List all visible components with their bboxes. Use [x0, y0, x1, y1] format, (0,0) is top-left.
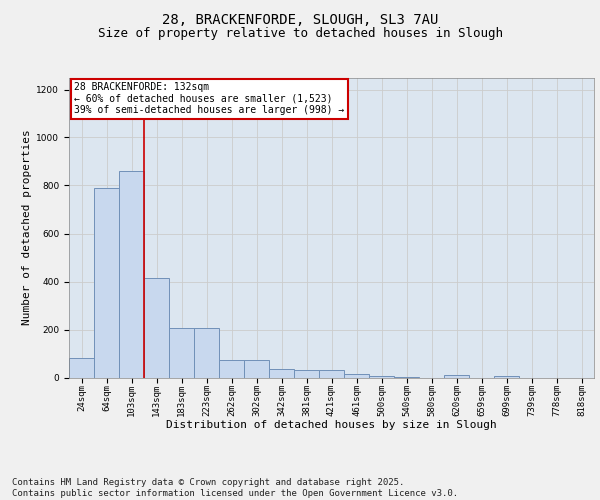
Text: 28 BRACKENFORDE: 132sqm
← 60% of detached houses are smaller (1,523)
39% of semi: 28 BRACKENFORDE: 132sqm ← 60% of detache… — [74, 82, 344, 115]
Text: Contains HM Land Registry data © Crown copyright and database right 2025.
Contai: Contains HM Land Registry data © Crown c… — [12, 478, 458, 498]
Bar — [219, 360, 244, 378]
Y-axis label: Number of detached properties: Number of detached properties — [22, 130, 32, 326]
Text: 28, BRACKENFORDE, SLOUGH, SL3 7AU: 28, BRACKENFORDE, SLOUGH, SL3 7AU — [162, 12, 438, 26]
Bar — [319, 370, 344, 378]
Bar — [244, 360, 269, 378]
Bar — [294, 370, 319, 378]
Bar — [144, 278, 169, 378]
Bar — [194, 328, 219, 378]
Bar — [69, 358, 94, 378]
Text: Size of property relative to detached houses in Slough: Size of property relative to detached ho… — [97, 28, 503, 40]
Bar — [494, 376, 519, 378]
Bar — [94, 188, 119, 378]
X-axis label: Distribution of detached houses by size in Slough: Distribution of detached houses by size … — [166, 420, 497, 430]
Bar — [369, 376, 394, 378]
Bar — [269, 369, 294, 378]
Bar — [169, 328, 194, 378]
Bar — [444, 375, 469, 378]
Bar — [344, 374, 369, 378]
Bar — [119, 171, 144, 378]
